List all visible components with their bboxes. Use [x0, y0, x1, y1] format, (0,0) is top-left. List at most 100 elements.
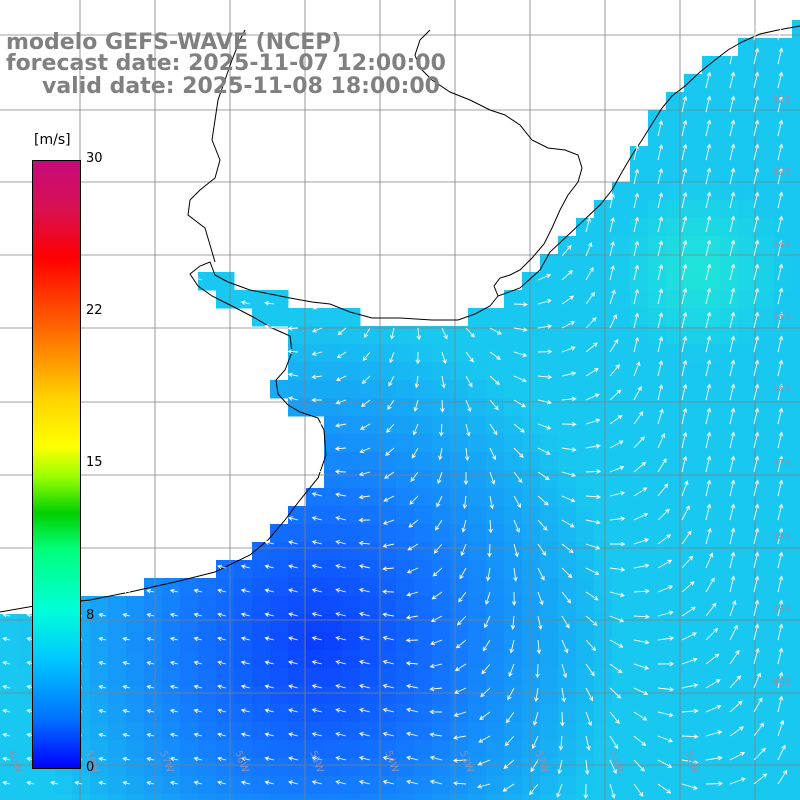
- wind-arrow: [705, 383, 712, 401]
- wind-speed-cell: [558, 794, 577, 800]
- wind-speed-cell: [414, 794, 433, 800]
- wind-speed-cell: [342, 416, 361, 435]
- wind-speed-cell: [198, 614, 217, 633]
- wind-arrow: [335, 375, 347, 382]
- wind-speed-cell: [468, 614, 487, 633]
- wind-arrow: [440, 399, 445, 413]
- wind-speed-cell: [522, 416, 541, 435]
- wind-speed-cell: [594, 668, 613, 687]
- wind-speed-cell: [738, 236, 757, 255]
- wind-speed-cell: [540, 758, 559, 777]
- wind-speed-cell: [774, 416, 793, 435]
- wind-arrow: [382, 683, 395, 689]
- wind-speed-cell: [126, 686, 145, 705]
- wind-speed-cell: [162, 776, 181, 795]
- wind-speed-cell: [756, 398, 775, 417]
- wind-speed-cell: [378, 722, 397, 741]
- wind-arrows: [2, 23, 788, 800]
- wind-speed-cell: [396, 380, 415, 399]
- wind-arrow: [681, 239, 688, 257]
- wind-speed-cell: [612, 722, 631, 741]
- wind-speed-cell: [774, 92, 793, 111]
- wind-speed-cell: [324, 650, 343, 669]
- wind-speed-cell: [576, 740, 595, 759]
- wind-speed-cell: [612, 452, 631, 471]
- wind-speed-cell: [630, 308, 649, 327]
- wind-speed-cell: [252, 776, 271, 795]
- wind-arrow: [585, 567, 600, 575]
- wind-arrow: [585, 342, 598, 353]
- wind-speed-cell: [648, 308, 667, 327]
- wind-arrow: [705, 628, 718, 641]
- wind-speed-cell: [360, 380, 379, 399]
- wind-speed-cell: [234, 740, 253, 759]
- wind-arrow: [657, 559, 673, 569]
- wind-arrow: [240, 684, 251, 689]
- wind-speed-cell: [342, 380, 361, 399]
- wind-speed-cell: [252, 578, 271, 597]
- wind-arrow: [50, 780, 59, 786]
- wind-speed-cell: [306, 650, 325, 669]
- wind-speed-cell: [450, 794, 469, 800]
- wind-speed-cell: [162, 704, 181, 723]
- wind-speed-cell: [396, 740, 415, 759]
- wind-arrow: [633, 487, 648, 497]
- wind-speed-cell: [306, 758, 325, 777]
- wind-speed-cell: [576, 596, 595, 615]
- wind-speed-cell: [468, 560, 487, 579]
- wind-arrow: [561, 687, 566, 703]
- wind-speed-cell: [522, 740, 541, 759]
- wind-speed-cell: [756, 380, 775, 399]
- wind-speed-cell: [468, 362, 487, 381]
- wind-arrow: [406, 567, 419, 574]
- wind-arrow: [753, 383, 760, 401]
- wind-speed-cell: [576, 218, 595, 237]
- wind-speed-cell: [684, 128, 703, 147]
- wind-arrow: [193, 708, 203, 714]
- wind-arrow: [335, 492, 347, 498]
- wind-arrow: [412, 423, 419, 436]
- colorbar-tick: 15: [86, 455, 103, 470]
- wind-speed-cell: [324, 398, 343, 417]
- wind-speed-cell: [648, 794, 667, 800]
- wind-arrow: [456, 615, 467, 626]
- wind-arrow: [169, 708, 179, 714]
- wind-arrow: [287, 732, 299, 737]
- wind-speed-cell: [594, 398, 613, 417]
- wind-arrow: [264, 684, 275, 689]
- wind-speed-cell: [180, 650, 199, 669]
- wind-speed-cell: [630, 776, 649, 795]
- wind-arrow: [705, 287, 712, 305]
- wind-speed-cell: [612, 668, 631, 687]
- wind-arrow: [537, 374, 553, 380]
- wind-arrow: [390, 327, 395, 340]
- wind-speed-cell: [504, 596, 523, 615]
- wind-speed-cell: [288, 344, 307, 363]
- wind-speed-cell: [144, 740, 163, 759]
- wind-speed-cell: [738, 578, 757, 597]
- wind-speed-cell: [270, 380, 289, 399]
- wind-speed-cell: [612, 578, 631, 597]
- wind-speed-cell: [738, 488, 757, 507]
- wind-speed-cell: [756, 290, 775, 309]
- wind-speed-cell: [342, 542, 361, 561]
- wind-speed-cell: [36, 776, 55, 795]
- wind-arrow: [217, 708, 227, 714]
- wind-speed-cell: [126, 614, 145, 633]
- wind-speed-cell: [90, 650, 109, 669]
- wind-arrow: [452, 758, 467, 763]
- wind-speed-field: [0, 20, 800, 800]
- wind-speed-cell: [414, 416, 433, 435]
- wind-speed-cell: [414, 686, 433, 705]
- wind-arrow: [513, 447, 524, 458]
- wind-speed-cell: [612, 686, 631, 705]
- wind-speed-cell: [198, 686, 217, 705]
- wind-speed-cell: [270, 632, 289, 651]
- wind-speed-cell: [360, 722, 379, 741]
- wind-arrow: [335, 684, 347, 689]
- wind-speed-cell: [612, 542, 631, 561]
- wind-arrow: [561, 447, 577, 452]
- wind-speed-cell: [666, 110, 685, 129]
- wind-arrow: [508, 663, 515, 677]
- wind-speed-cell: [540, 650, 559, 669]
